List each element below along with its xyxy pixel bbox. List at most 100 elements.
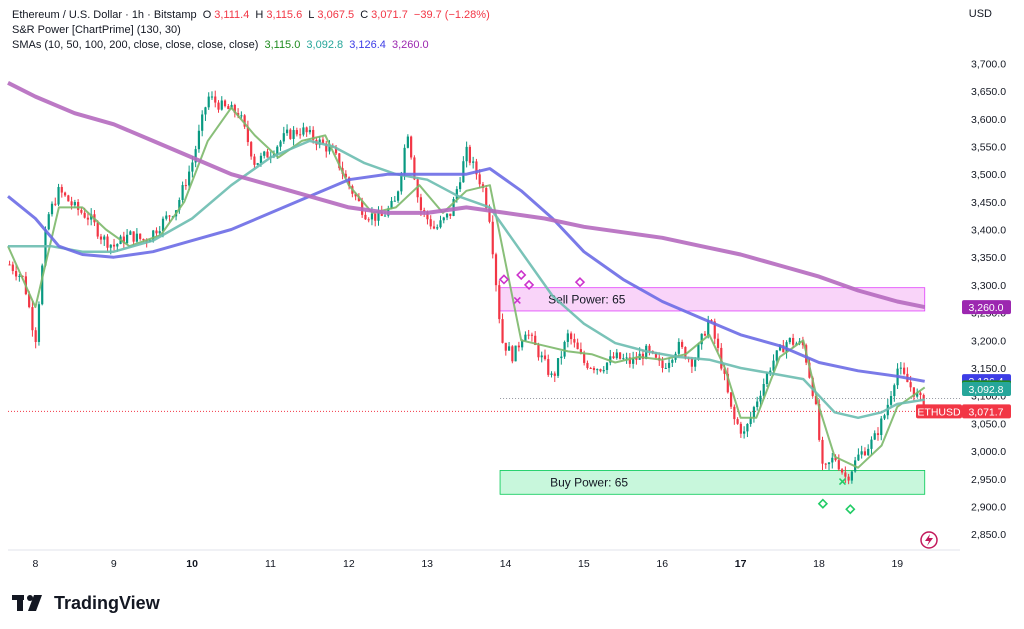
candle xyxy=(210,91,214,100)
sma10-value: 3,115.0 xyxy=(264,39,301,51)
candle xyxy=(491,215,494,259)
candle-body xyxy=(178,199,181,211)
flash-icon[interactable] xyxy=(920,531,938,549)
symbol-title: Ethereum / U.S. Dollar · 1h · Bitstamp xyxy=(12,9,197,21)
candle xyxy=(63,191,67,197)
candle-body xyxy=(563,341,566,357)
candle-body xyxy=(703,333,707,336)
candle xyxy=(256,162,259,166)
candle-body xyxy=(756,401,759,408)
candle xyxy=(227,103,230,110)
price-axis[interactable]: 3,700.0 3,650.0 3,600.0 3,550.0 3,500.0 3,450… xyxy=(971,58,1006,541)
candle-body xyxy=(11,264,14,272)
candle-body xyxy=(729,392,733,407)
candle-body xyxy=(155,230,158,234)
candle xyxy=(285,124,289,136)
candle-body xyxy=(880,418,883,435)
candle-body xyxy=(876,433,880,435)
candle-body xyxy=(325,143,328,152)
candle-body xyxy=(266,151,269,158)
candle xyxy=(122,231,125,248)
candle xyxy=(792,333,795,349)
x-tick-label: 18 xyxy=(813,558,825,570)
candle xyxy=(876,427,880,441)
sma100-value: 3,126.4 xyxy=(349,39,386,51)
signal-diamond-marker xyxy=(845,504,856,515)
tradingview-logo[interactable]: TradingView xyxy=(12,593,160,613)
candle-body xyxy=(112,244,116,247)
candle-body xyxy=(834,457,837,461)
candle-body xyxy=(615,352,618,359)
candle xyxy=(831,452,834,469)
y-tick-label: 3,450.0 xyxy=(971,197,1006,209)
candle-body xyxy=(348,177,351,187)
candle-body xyxy=(184,185,187,187)
candle-body xyxy=(400,173,403,192)
candle xyxy=(860,445,863,459)
candle-body xyxy=(194,149,197,163)
candle xyxy=(524,331,527,342)
candle-body xyxy=(253,156,256,165)
signal-diamond-marker xyxy=(516,269,527,281)
candle xyxy=(246,120,249,146)
candle xyxy=(67,194,70,202)
candle-body xyxy=(681,341,684,348)
price-tag: 3,092.8 xyxy=(962,382,1011,396)
candle xyxy=(749,411,752,427)
candle xyxy=(540,351,543,363)
candle-body xyxy=(475,161,478,175)
candle-body xyxy=(295,130,298,135)
candle xyxy=(302,122,305,137)
time-axis[interactable]: 8 9 10 11 12 13 14 15 16 17 18 19 xyxy=(8,549,960,570)
candle-body xyxy=(158,231,161,234)
candle xyxy=(103,234,106,246)
y-tick-label: 3,150.0 xyxy=(971,363,1006,375)
high-label: H xyxy=(255,9,264,21)
candle-body xyxy=(302,127,305,135)
candle-body xyxy=(135,233,138,242)
symbol-tag-bg xyxy=(916,404,962,419)
candle xyxy=(165,211,168,221)
candle-body xyxy=(416,179,419,198)
candle-body xyxy=(847,476,850,481)
candle-body xyxy=(472,161,475,163)
candle xyxy=(863,447,867,457)
candle xyxy=(867,444,870,456)
y-tick-label: 3,200.0 xyxy=(971,335,1006,347)
candle-body xyxy=(573,339,576,343)
candle-body xyxy=(210,96,214,98)
candle xyxy=(883,413,886,421)
candle xyxy=(733,404,736,425)
indicator-smas[interactable]: SMAs (10, 50, 100, 200, close, close, cl… xyxy=(12,37,432,53)
candle-body xyxy=(220,100,223,110)
candle xyxy=(436,224,439,231)
candle-body xyxy=(543,355,547,360)
candle-body xyxy=(328,146,331,152)
candle-body xyxy=(246,126,249,143)
sma10-line xyxy=(7,106,926,469)
candle-body xyxy=(197,130,201,150)
indicator-sr-power[interactable]: S&R Power [ChartPrime] (130, 30) xyxy=(12,22,184,38)
candle xyxy=(703,331,707,337)
x-tick-label: 11 xyxy=(265,558,276,570)
candle xyxy=(743,426,746,439)
candle-body xyxy=(547,359,550,375)
candle-body xyxy=(478,174,481,185)
candle-body xyxy=(501,319,504,343)
candle xyxy=(553,371,556,382)
candle-body xyxy=(188,171,191,186)
indicator-sr-label: S&R Power [ChartPrime] (130, 30) xyxy=(12,24,181,36)
plot-area[interactable]: Sell Power: 65 Buy Power: 65 xyxy=(7,81,960,515)
candle xyxy=(605,362,609,374)
candle xyxy=(462,156,465,183)
candle-body xyxy=(168,215,171,217)
candle xyxy=(432,220,436,230)
candle-body xyxy=(67,195,70,202)
candle-body xyxy=(227,106,230,110)
candle xyxy=(396,190,400,203)
candle xyxy=(527,329,530,340)
candle xyxy=(847,473,850,485)
candle xyxy=(243,114,246,129)
currency-label[interactable]: USD xyxy=(968,8,992,20)
